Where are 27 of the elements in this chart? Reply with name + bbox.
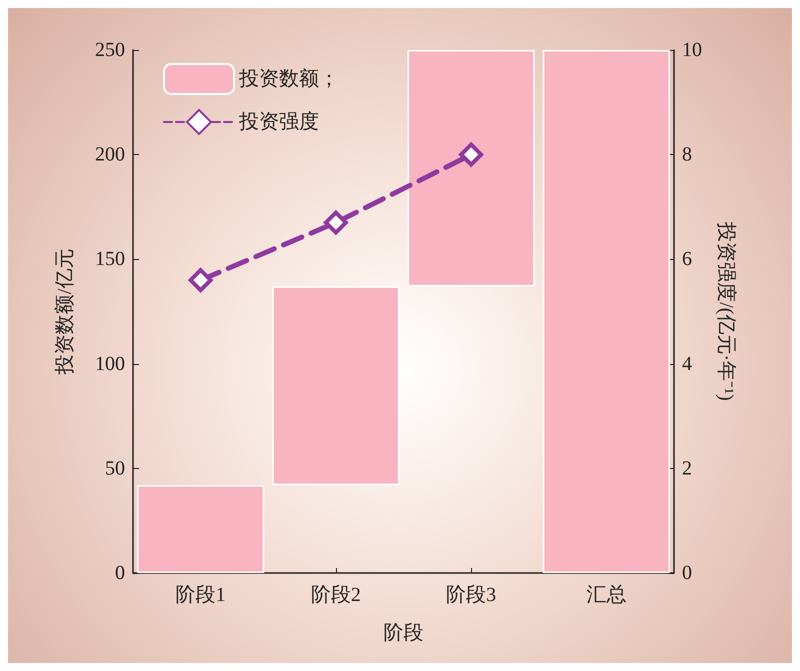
- y-tick-label: 150: [95, 248, 125, 270]
- x-axis-title: 阶段: [384, 622, 424, 644]
- bar: [272, 286, 400, 486]
- x-tick-label: 汇总: [586, 584, 626, 606]
- bar: [137, 485, 264, 573]
- y-tick-label: 200: [95, 144, 125, 166]
- y2-tick-label: 6: [682, 248, 692, 270]
- y-tick-label: 250: [95, 39, 125, 61]
- y2-axis-title: 投资强度/(亿元·年⁻¹): [715, 221, 737, 401]
- y2-tick-label: 8: [682, 144, 692, 166]
- y-axis-title: 投资数额/亿元: [54, 248, 76, 376]
- y2-tick-label: 0: [682, 562, 692, 584]
- point: [188, 268, 213, 292]
- legend-label: 投资强度: [238, 111, 319, 133]
- legend-label: 投资数额；: [238, 68, 339, 90]
- point: [324, 210, 348, 235]
- x-tick-label: 阶段1: [176, 584, 226, 606]
- y2-tick-label: 2: [682, 457, 692, 480]
- y2-tick-label: 10: [682, 39, 702, 61]
- bar: [542, 50, 670, 573]
- y-tick-label: 0: [115, 562, 125, 584]
- y-tick-label: 100: [95, 352, 125, 375]
- x-tick-label: 阶段3: [446, 584, 496, 606]
- y2-tick-label: 4: [682, 352, 692, 375]
- point: [459, 142, 484, 167]
- y-tick-label: 50: [105, 457, 125, 480]
- x-tick-label: 阶段2: [310, 584, 361, 606]
